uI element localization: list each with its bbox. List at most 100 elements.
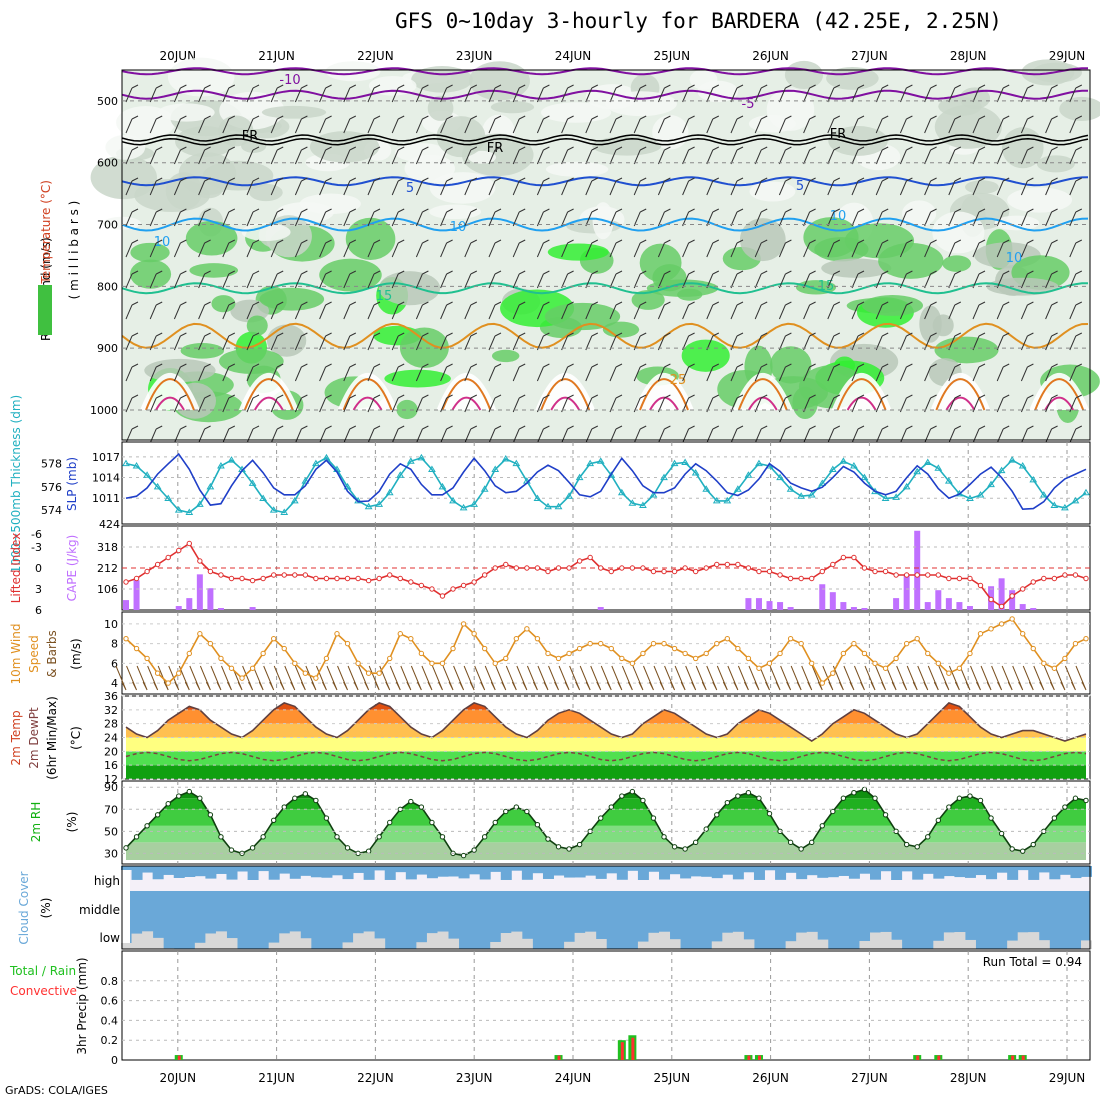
wind-speed-line-point (724, 635, 731, 642)
wind-speed-line-point (1030, 645, 1036, 652)
wind-barb (730, 177, 744, 196)
wind-barb (778, 425, 792, 444)
wind-barb (948, 84, 962, 103)
wind-barb (851, 84, 865, 103)
wind-barb (657, 270, 671, 289)
thickness-line-point (375, 500, 384, 507)
rh-line-point (798, 846, 804, 852)
lifted-index-line-point (123, 579, 129, 585)
wind-barb (415, 425, 429, 444)
cloud-low-bar (574, 932, 586, 949)
wind-barb (488, 239, 502, 258)
wind-speed-line-point (270, 635, 277, 642)
wind-speed-line-point (946, 670, 952, 676)
rh-line-point (534, 822, 541, 828)
wind-barb (512, 177, 526, 196)
cloud-high-bar (585, 866, 597, 876)
temp-contour-10 (121, 217, 1089, 232)
wind-barb (415, 84, 429, 103)
cloud-high-bar (964, 866, 976, 878)
wind-barb (1020, 177, 1034, 196)
wind-speed-line-point (840, 650, 847, 657)
wind-barb (609, 146, 623, 165)
contour-label: 10 (154, 235, 171, 250)
surface-wind-barb (716, 665, 728, 691)
rh-blob (427, 95, 454, 121)
thickness-line-point (1008, 456, 1017, 463)
cloud-high-bar (637, 866, 649, 880)
wind-barb (391, 177, 405, 196)
cloud-high-bar (448, 866, 460, 877)
wind-speed-line-point (534, 635, 541, 642)
cloud-high-bar (542, 866, 554, 879)
wind-barb (391, 208, 405, 227)
wind-barb (440, 177, 453, 196)
wind-barb (415, 146, 429, 165)
wind-barb (851, 301, 865, 320)
wind-barb (125, 115, 139, 134)
rh-line-point (397, 806, 403, 812)
slp-line (125, 452, 1087, 511)
temp-contour-30 (352, 396, 383, 411)
lifted-index-line-point (903, 572, 910, 578)
wind-barb (125, 363, 139, 382)
wind-speed-line-point (851, 640, 857, 647)
wind-barb (173, 363, 187, 382)
wind-speed-line-point (956, 665, 963, 671)
thickness-line-point (480, 485, 489, 492)
top-day-label-24JUN: 24JUN (555, 49, 592, 63)
thickness-line-point (143, 471, 151, 478)
rh-line-point (640, 797, 646, 804)
wind-barb (149, 208, 163, 227)
surface-wind-barb (337, 665, 348, 691)
cloud-high-bar (975, 866, 987, 876)
surface-heat-plume (930, 372, 991, 410)
wind-barb (512, 146, 526, 165)
cape-bar (945, 598, 952, 610)
wind-barb (149, 332, 163, 351)
cloud-low-bar (279, 933, 291, 949)
temp-ylabel-2: 2m DewPt (27, 707, 41, 769)
rh-ylabel-unit: (%) (65, 812, 79, 833)
surface-wind-barb (147, 665, 159, 691)
cloud-high-bar (574, 866, 586, 878)
wind-barb (972, 239, 986, 258)
cloud-high-bar (479, 866, 491, 880)
wind-barb (972, 363, 986, 382)
cloud-high-bar (490, 866, 502, 872)
precip-conv-bar (757, 1055, 761, 1060)
wind-speed-line-point (513, 635, 520, 642)
cloud-high-bar (300, 866, 312, 876)
wind-barb (851, 177, 865, 196)
rh-blob (544, 302, 621, 331)
lifted-index-line-point (925, 572, 931, 578)
wind-barb (875, 146, 889, 165)
rh-line-point (492, 819, 498, 826)
cloud-low-bar (659, 931, 671, 949)
wind-barb (1045, 363, 1058, 382)
wind-barb (149, 146, 163, 165)
rh-line-point (313, 797, 319, 804)
rh-blob (259, 287, 325, 311)
thickness-line-point (206, 482, 215, 490)
rh-line-point (545, 836, 551, 842)
wind-speed-line-point (682, 650, 688, 657)
wind-barb (924, 425, 937, 444)
wind-barb (561, 239, 574, 258)
rh-line-point (1009, 846, 1015, 852)
wind-speed-line-point (471, 631, 477, 637)
wind-barb (899, 239, 913, 258)
cloud-high-bar (817, 866, 829, 878)
wind-barb (609, 301, 623, 320)
rh-line-point (376, 834, 382, 840)
wind-barb (149, 363, 163, 382)
rh-blob (202, 160, 274, 191)
lifted-index-line-point (893, 572, 899, 578)
wind-barb (1045, 146, 1058, 165)
rh-blob (436, 116, 486, 158)
wind-barb (778, 363, 792, 382)
surface-wind-barb (1075, 665, 1087, 691)
wind-barb (585, 146, 599, 165)
cloud-low-bar (722, 932, 734, 949)
rh-blob (211, 295, 236, 313)
